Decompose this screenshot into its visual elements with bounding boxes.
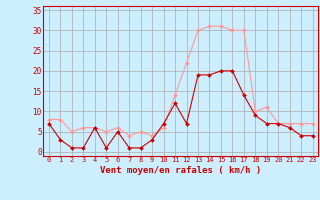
X-axis label: Vent moyen/en rafales ( km/h ): Vent moyen/en rafales ( km/h )	[100, 166, 261, 175]
